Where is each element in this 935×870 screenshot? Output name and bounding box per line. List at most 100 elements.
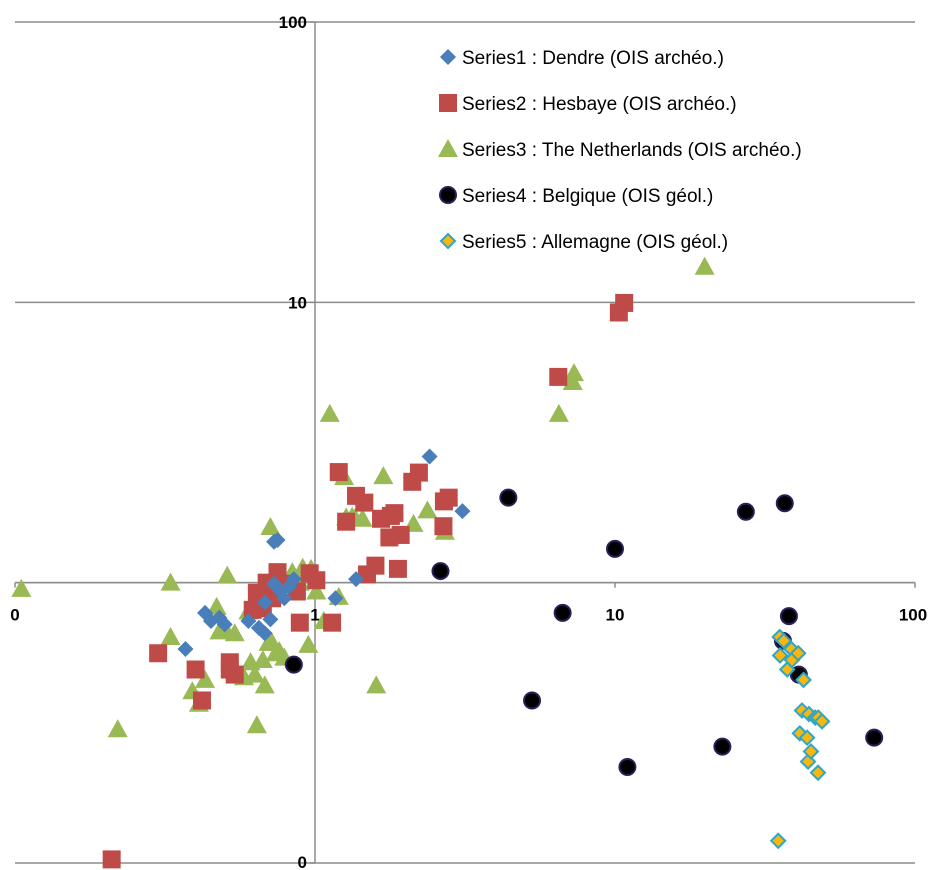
series-1-point bbox=[177, 640, 194, 657]
series-3-point bbox=[217, 565, 238, 584]
series-2-point bbox=[307, 571, 326, 590]
series-2-point bbox=[102, 850, 121, 869]
series-4-point bbox=[553, 603, 572, 622]
series-3-point bbox=[224, 623, 245, 642]
series-3-point bbox=[244, 664, 265, 683]
series-5-point bbox=[809, 764, 827, 782]
series-1-point bbox=[256, 625, 273, 642]
series-4-point bbox=[523, 691, 542, 710]
series-2-point bbox=[388, 559, 407, 578]
series-2-point bbox=[434, 517, 453, 536]
legend-marker-series-2 bbox=[439, 94, 457, 112]
series-4-point bbox=[618, 758, 637, 777]
legend-label-series-1: Series1 : Dendre (OIS archéo.) bbox=[462, 48, 724, 69]
series-2-point bbox=[225, 665, 244, 684]
series-3-point bbox=[252, 649, 273, 668]
series-3-point bbox=[373, 466, 394, 485]
series-5-point bbox=[789, 644, 807, 662]
y-tick-label: 0 bbox=[298, 853, 307, 870]
series-3-point bbox=[417, 500, 438, 519]
series-2-point bbox=[323, 613, 342, 632]
series-4-point bbox=[775, 494, 794, 513]
series-2-point bbox=[355, 493, 374, 512]
series-3-point bbox=[366, 675, 387, 694]
legend-label-series-4: Series4 : Belgique (OIS géol.) bbox=[462, 186, 713, 207]
series-1-point bbox=[240, 612, 257, 629]
series-2-point bbox=[385, 504, 404, 523]
series-1-point bbox=[216, 616, 233, 633]
legend-marker-series-4 bbox=[439, 186, 457, 204]
series-4-point bbox=[779, 607, 798, 626]
series-2-point bbox=[439, 488, 458, 507]
series-2-point bbox=[549, 367, 568, 386]
series-5-point bbox=[813, 712, 831, 730]
series-1-point bbox=[269, 531, 286, 548]
legend-marker-series-3 bbox=[438, 139, 458, 157]
series-4-point bbox=[284, 655, 303, 674]
series-1-point bbox=[327, 590, 344, 607]
series-4-point bbox=[736, 502, 755, 521]
series-2-point bbox=[329, 463, 348, 482]
series-3-point bbox=[107, 719, 128, 738]
legend-marker-series-5 bbox=[439, 232, 457, 250]
series-3-point bbox=[306, 581, 327, 600]
series-1-point bbox=[276, 590, 293, 607]
legend-marker-series-1 bbox=[440, 49, 456, 65]
series-2-point bbox=[290, 613, 309, 632]
series-5-point bbox=[769, 832, 787, 850]
y-tick-label: 10 bbox=[288, 293, 307, 312]
series-1-point bbox=[348, 571, 365, 588]
series-5-point bbox=[798, 729, 816, 747]
series-1 bbox=[177, 448, 471, 657]
series-4-point bbox=[499, 488, 518, 507]
tick-labels: 01101000110100 bbox=[10, 13, 927, 870]
series-4-point bbox=[713, 737, 732, 756]
series-2-point bbox=[391, 525, 410, 544]
data-points bbox=[11, 256, 884, 869]
series-3-point bbox=[160, 627, 181, 646]
legend-label-series-3: Series3 : The Netherlands (OIS archéo.) bbox=[462, 140, 802, 161]
series-1-point bbox=[262, 611, 279, 628]
series-3-point bbox=[298, 634, 319, 653]
series-2-point bbox=[149, 644, 168, 663]
series-1-point bbox=[285, 571, 302, 588]
series-1-point bbox=[256, 594, 273, 611]
series-3-point bbox=[246, 715, 267, 734]
legend-label-series-5: Series5 : Allemagne (OIS géol.) bbox=[462, 232, 728, 253]
x-tick-label: 100 bbox=[899, 606, 927, 625]
x-tick-label: 10 bbox=[606, 606, 625, 625]
series-5 bbox=[769, 628, 831, 850]
series-4-point bbox=[606, 539, 624, 558]
series-3-point bbox=[563, 363, 584, 382]
x-tick-label: 1 bbox=[310, 606, 319, 625]
series-3-point bbox=[352, 508, 373, 527]
series-3-point bbox=[11, 578, 32, 597]
series-5-point bbox=[802, 743, 820, 760]
series-2-point bbox=[409, 463, 428, 482]
series-3-point bbox=[260, 516, 281, 535]
series-1-point bbox=[421, 448, 438, 465]
series-1-point bbox=[454, 503, 471, 520]
series-4-point bbox=[431, 562, 450, 581]
legend-label-series-2: Series2 : Hesbaye (OIS archéo.) bbox=[462, 94, 737, 115]
legend: Series1 : Dendre (OIS archéo.) Series2 : … bbox=[438, 48, 802, 253]
series-2 bbox=[102, 293, 634, 869]
series-5-point bbox=[775, 632, 793, 650]
series-3-point bbox=[694, 256, 715, 275]
series-5-point bbox=[795, 671, 812, 689]
series-2-point bbox=[366, 556, 385, 575]
series-5-point bbox=[771, 647, 789, 664]
series-3-point bbox=[548, 403, 569, 422]
series-2-point bbox=[615, 293, 634, 312]
series-3-point bbox=[206, 596, 227, 615]
series-2-point bbox=[192, 691, 211, 710]
series-2-point bbox=[186, 660, 205, 679]
x-tick-label: 0 bbox=[10, 606, 19, 625]
series-2-point bbox=[337, 512, 356, 531]
series-3-point bbox=[160, 572, 181, 591]
series-3-point bbox=[319, 403, 340, 422]
series-4-point bbox=[865, 728, 884, 747]
y-tick-label: 100 bbox=[279, 13, 307, 32]
series-3-point bbox=[254, 675, 275, 694]
